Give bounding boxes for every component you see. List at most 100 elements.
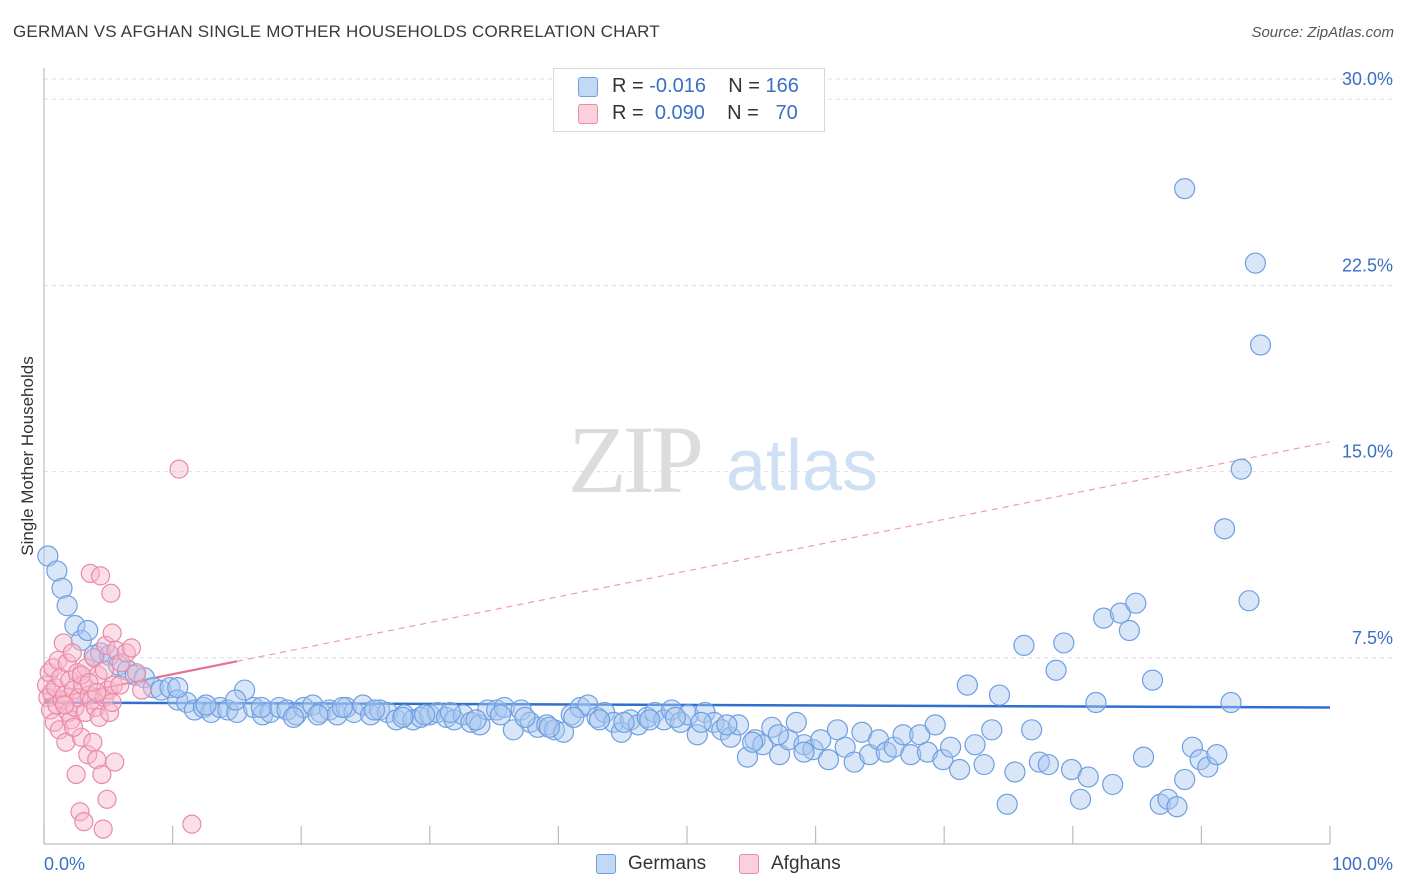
german-point [1013, 634, 1035, 656]
german-point [940, 736, 962, 758]
german-point [973, 753, 995, 776]
german-point [285, 704, 307, 726]
afghan-point [102, 623, 122, 643]
afghan-point [121, 638, 142, 658]
afghans-label: Afghans [771, 853, 841, 874]
german-point [307, 704, 329, 726]
afghan-point [182, 814, 202, 834]
afghan-point [63, 717, 84, 737]
afghan-point [105, 752, 125, 772]
german-point [956, 674, 978, 696]
germans-swatch [596, 854, 616, 874]
legend-n-label: N = [727, 102, 759, 124]
afghan-point [87, 682, 107, 703]
german-point [1166, 796, 1188, 818]
german-point [142, 676, 164, 699]
german-point [465, 709, 487, 731]
legend-r-value: 0.090 [654, 102, 705, 124]
german-point [741, 731, 764, 753]
afghan-point [93, 819, 113, 839]
german-point [1053, 632, 1075, 654]
afghan-point [60, 670, 80, 690]
afghan-point [83, 732, 103, 752]
x-tick-label: 100.0% [1332, 854, 1393, 874]
german-point [1125, 592, 1147, 614]
afghan-point [101, 583, 121, 603]
gridlines [44, 78, 1392, 659]
german-point [282, 706, 305, 728]
german-point [1021, 719, 1043, 741]
german-point [690, 711, 712, 733]
german-point [439, 701, 461, 724]
german-point [1157, 788, 1179, 810]
afghan-point [89, 707, 109, 727]
german-point [331, 696, 353, 719]
german-point [489, 704, 512, 726]
german-point [924, 714, 946, 736]
german-point [369, 699, 391, 721]
german-point [767, 724, 789, 746]
german-point [1189, 748, 1211, 771]
legend-r-value: -0.016 [649, 75, 706, 97]
german-point [716, 714, 738, 736]
chart-title: GERMAN VS AFGHAN SINGLE MOTHER HOUSEHOLD… [13, 22, 660, 41]
german-point [1249, 334, 1272, 356]
german-point [309, 701, 332, 724]
german-point [419, 704, 441, 726]
afghan-point [110, 675, 130, 695]
german-point [225, 689, 247, 711]
german-point [981, 719, 1003, 741]
german-point [826, 719, 849, 741]
watermark-zip: ZIP [568, 406, 701, 513]
source-label: Source: ZipAtlas.com [1251, 24, 1394, 41]
german-point [1213, 518, 1236, 540]
german-point [1102, 773, 1124, 796]
afghan-point [132, 680, 152, 700]
german-point [817, 748, 840, 771]
german-point [613, 711, 635, 733]
afghan-point [62, 643, 82, 663]
german-point [1028, 751, 1050, 773]
german-point [900, 744, 922, 766]
german-point [410, 706, 432, 728]
afghan-point [71, 665, 91, 685]
afghans-trend-line-dashed [236, 441, 1331, 662]
german-point [77, 619, 99, 642]
german-point [810, 729, 832, 751]
afghans-points [36, 459, 202, 839]
german-point [1197, 756, 1219, 778]
german-point [560, 704, 582, 726]
german-point [785, 711, 807, 733]
afghan-point [66, 764, 86, 785]
y-tick-label: 15.0% [1342, 442, 1393, 462]
german-point [1004, 761, 1026, 783]
afghans-swatch [739, 854, 759, 874]
german-point [1174, 768, 1196, 791]
german-point [1069, 788, 1092, 810]
germans-points [37, 178, 1272, 818]
german-point [932, 748, 954, 771]
german-point [183, 699, 206, 721]
german-point [703, 711, 725, 733]
afghan-point [169, 459, 189, 479]
afghan-point [54, 695, 75, 715]
afghan-point [70, 802, 90, 822]
afghan-point [78, 745, 98, 765]
german-point [1206, 744, 1228, 766]
german-point [720, 726, 742, 748]
german-point [1238, 590, 1260, 612]
afghan-point [92, 764, 112, 785]
german-point [195, 694, 217, 716]
y-tick-label: 30.0% [1342, 69, 1393, 89]
afghan-point [102, 692, 122, 713]
afghan-point [79, 673, 99, 693]
german-point [988, 684, 1011, 706]
german-point [916, 741, 939, 763]
german-point [664, 706, 687, 728]
german-point [1141, 669, 1164, 691]
afghan-point [97, 789, 117, 809]
german-point [51, 577, 73, 599]
tick-labels: 7.5% 15.0% 22.5% 30.0% 0.0% 100.0% [44, 69, 1393, 874]
german-point [538, 716, 560, 738]
